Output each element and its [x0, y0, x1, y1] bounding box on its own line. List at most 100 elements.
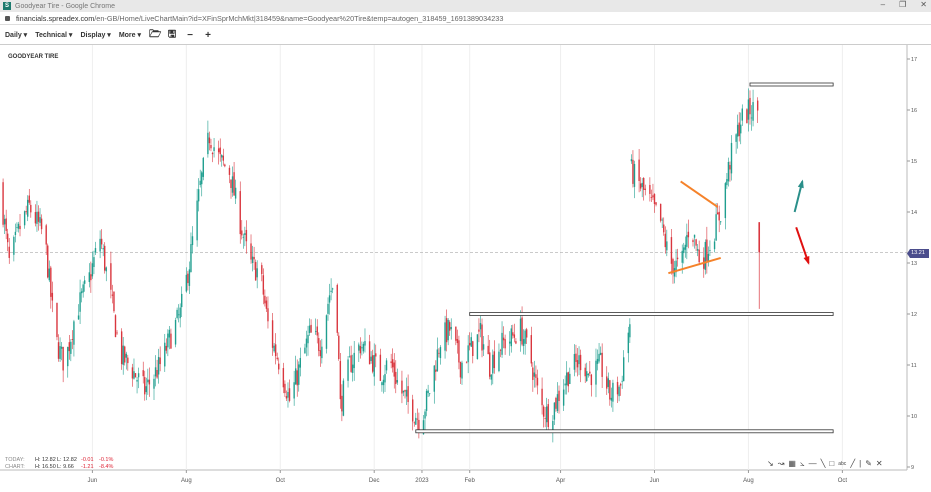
candle-body [219, 147, 221, 155]
candle-body [250, 243, 252, 260]
zoom-in-icon[interactable]: + [205, 29, 211, 41]
candle-body [80, 291, 83, 294]
candle-body [515, 341, 517, 344]
clear-drawings-icon[interactable]: ✕ [875, 459, 883, 468]
trend-line-tool-icon[interactable]: ╲ [820, 459, 826, 468]
window-title: Goodyear Tire - Google Chrome [15, 2, 115, 10]
candle-body [469, 342, 471, 346]
x-tick-label: Aug [743, 478, 754, 484]
chart-low: L: 9.66 [57, 464, 74, 470]
candle-body [530, 335, 532, 364]
candle-body [82, 284, 84, 293]
candle-body [427, 390, 429, 394]
candle-body [649, 184, 651, 194]
candle-body [276, 357, 278, 360]
candle-body [90, 274, 92, 281]
vertical-line-tool-icon[interactable]: | [859, 459, 862, 468]
line-tool-icon[interactable]: ╱ [850, 459, 856, 468]
candle-body [696, 249, 699, 251]
candle-body [381, 382, 383, 386]
candle-body [40, 218, 43, 230]
candle-body [68, 342, 70, 352]
candle-body [650, 197, 653, 198]
y-tick-label: 16 [911, 108, 917, 114]
y-tick-label: 12 [911, 312, 917, 318]
candle-body [641, 182, 643, 188]
fan-tool-icon[interactable]: ⦣ [799, 459, 805, 468]
candle-body [481, 324, 483, 351]
x-tick-label: Aug [181, 478, 192, 484]
candle-body [632, 159, 634, 184]
candle-body [142, 370, 144, 377]
candle-body [261, 265, 263, 275]
candle-body [241, 230, 243, 236]
candle-body [210, 144, 212, 149]
candle-body [262, 275, 265, 295]
menu-more[interactable]: More [119, 31, 141, 39]
candle-body [148, 379, 151, 385]
candle-body [738, 122, 740, 137]
candle-body [48, 268, 50, 281]
candle-body [347, 359, 349, 381]
candle-body [353, 352, 355, 369]
candle-body [489, 352, 491, 377]
candle-body [348, 356, 351, 358]
rectangle-tool-icon[interactable]: □ [829, 459, 835, 468]
candle-body [167, 333, 169, 348]
menu-display[interactable]: Display [80, 31, 110, 39]
candle-body [499, 349, 502, 351]
candle-body [407, 386, 409, 403]
x-tick-label: Oct [838, 478, 848, 484]
candle-body [706, 239, 708, 261]
zoom-out-icon[interactable]: − [187, 29, 193, 41]
candle-body [405, 389, 408, 397]
candle-body [672, 259, 674, 274]
y-tick-label: 14 [911, 210, 917, 216]
candle-body [362, 343, 365, 352]
horizontal-line-tool-icon[interactable]: — [808, 459, 817, 468]
price-summary: TODAY: H: 12.82L: 12.82 -0.01 -0.1% CHART: H… [5, 457, 113, 471]
save-icon[interactable]: 🖫 [167, 28, 177, 40]
candle-body [681, 250, 683, 263]
candle-body [213, 147, 215, 151]
url-path: /en-GB/Home/LiveChartMain?id=XFinSprMchM… [94, 13, 504, 23]
candle-body [644, 188, 646, 190]
candle-body [747, 99, 750, 120]
candle-body [304, 347, 306, 354]
candle-body [595, 360, 597, 385]
candle-body [299, 357, 301, 368]
candle-body [27, 199, 29, 217]
folder-open-icon[interactable]: 🗁 [149, 28, 162, 40]
candle-body [39, 217, 41, 223]
candle-body [30, 204, 32, 213]
candle-body [242, 236, 245, 238]
pointer-tool-icon[interactable]: ↘ [767, 459, 774, 468]
curve-tool-icon[interactable]: ↝ [777, 459, 785, 468]
candle-body [154, 367, 157, 377]
price-chart[interactable]: AprJunAugOctDec2023FebAprJunAugOct171615… [0, 45, 931, 492]
candle-body [729, 165, 731, 170]
minimize-button[interactable]: – [880, 0, 886, 9]
x-tick-label: Jun [650, 478, 660, 484]
close-button[interactable]: ✕ [920, 0, 927, 9]
candle-body [165, 345, 168, 351]
address-bar[interactable]: financials.spreadex.com/en-GB/Home/LiveC… [0, 12, 931, 25]
candle-body [19, 225, 21, 230]
candle-body [587, 373, 589, 376]
candle-body [544, 418, 546, 419]
candle-body [756, 100, 759, 111]
candle-body [224, 164, 226, 167]
candle-body [305, 338, 308, 348]
maximize-button[interactable]: ❐ [899, 0, 907, 9]
menu-daily[interactable]: Daily [5, 31, 27, 39]
candle-body [652, 195, 654, 198]
candle-body [294, 368, 297, 385]
candle-body [221, 154, 223, 158]
candle-body [533, 372, 536, 377]
fibonacci-tool-icon[interactable]: ▦ [788, 459, 796, 468]
candle-body [84, 280, 86, 284]
pen-tool-icon[interactable]: ✎ [865, 459, 872, 468]
candle-body [444, 322, 446, 351]
text-tool-icon[interactable]: abc [838, 461, 847, 467]
menu-technical[interactable]: Technical [35, 31, 72, 39]
